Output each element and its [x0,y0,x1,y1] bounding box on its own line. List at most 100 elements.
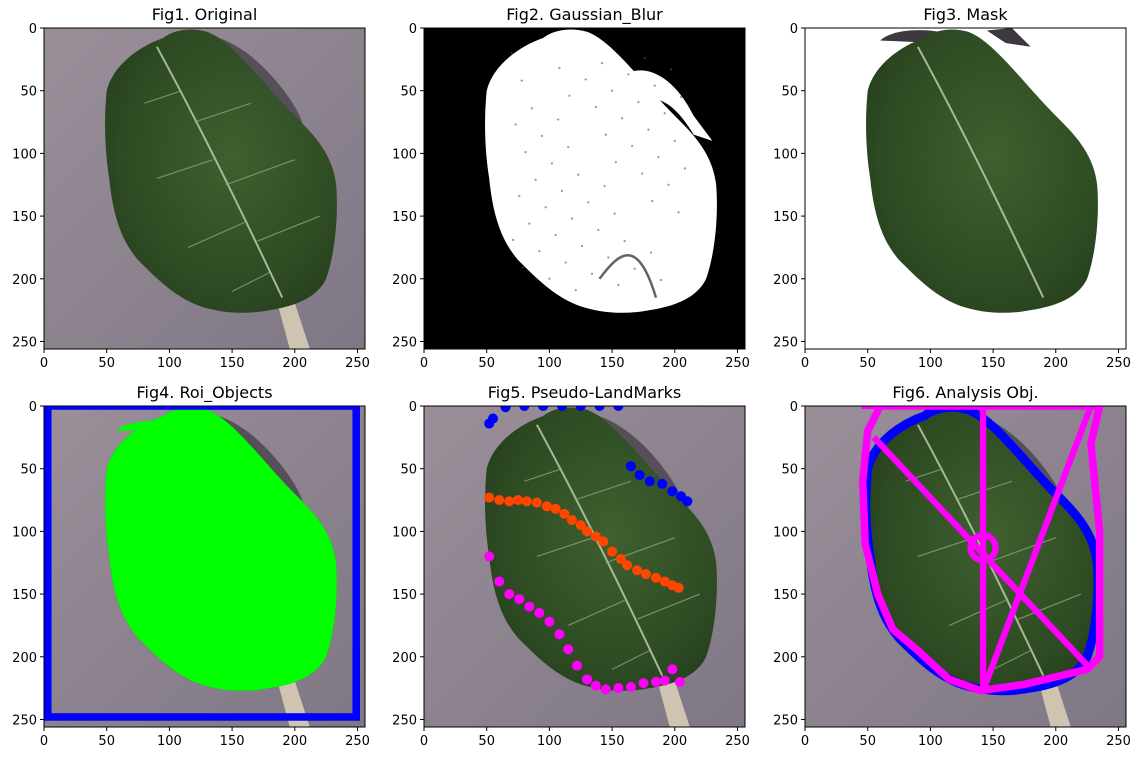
binary-speckle [557,118,560,121]
x-tick-label: 250 [345,734,370,749]
top-landmark [487,413,498,424]
leaf-vein [256,215,321,242]
binary-speckle [584,78,587,81]
x-tick-label: 150 [981,356,1006,371]
y-tick-label: 50 [781,463,798,478]
mask-shadow-fragment [986,28,1031,47]
binary-speckle [627,73,630,76]
x-tick-label: 200 [662,734,687,749]
panel-title: Fig4. Roi_Objects [136,383,272,403]
binary-speckle [683,167,686,170]
y-tick-label: 200 [773,273,798,288]
x-tick-label: 50 [859,356,876,371]
y-tick-label: 50 [400,463,417,478]
bottom-landmark [581,674,593,685]
y-tick-label: 250 [12,713,37,728]
binary-speckle [669,68,673,71]
binary-speckle [568,94,571,97]
binary-speckle [510,51,513,55]
bottom-landmark [544,616,555,627]
leaf-vein [574,480,632,501]
top-landmark [594,406,605,412]
panel-image [424,406,745,727]
binary-speckle [567,145,570,149]
y-tick-label: 250 [773,713,798,728]
binary-speckle [631,144,634,147]
leaf-vein [194,102,252,123]
y-tick-label: 250 [392,713,417,728]
middle-landmark [521,496,532,507]
bottom-landmark [659,675,670,686]
y-tick-label: 50 [20,463,37,478]
x-tick-label: 50 [98,734,115,749]
binary-speckle [520,79,523,82]
y-tick-label: 100 [12,525,37,540]
binary-speckle [570,217,574,220]
axes-frame [43,405,366,728]
leaf-vein [948,599,1006,626]
binary-speckle [617,283,620,287]
binary-speckle [514,123,517,126]
binary-speckle [530,107,533,110]
binary-speckle [511,238,515,242]
top-landmark [657,478,668,489]
leaf-midrib [155,46,284,299]
binary-speckle [524,151,527,154]
leaf-vein [1017,593,1082,620]
leaf-vein [986,537,1056,564]
leaf-vein [611,650,650,670]
panel-image [805,406,1126,727]
bottom-landmark [650,676,661,687]
binary-speckle [597,228,600,232]
y-tick-label: 50 [400,85,417,100]
bottom-landmark [524,601,535,612]
binary-speckle [604,133,607,136]
leaf-vein [524,468,563,482]
y-tick-label: 0 [409,400,417,415]
binary-speckle [659,278,663,282]
y-tick-label: 100 [12,147,37,162]
leaf-stem [655,673,690,727]
panel-image [44,406,365,727]
binary-speckle [534,178,537,181]
panel-6: Fig6. Analysis Obj.0 50 100 150 200 250050100… [773,383,1131,749]
y-tick-label: 200 [392,273,417,288]
panel-title: Fig6. Analysis Obj. [892,383,1038,402]
binary-speckle [651,199,654,203]
binary-speckle [673,139,676,142]
bottom-landmark [554,629,565,640]
bottom-landmark [600,684,611,695]
binary-speckle [649,251,653,254]
x-tick-label: 250 [1106,734,1131,749]
binary-speckle [643,56,646,60]
binary-speckle [540,134,543,137]
top-landmark [500,406,511,413]
axes-frame [804,405,1127,728]
leaf-vein [536,537,594,558]
bottom-landmark [667,664,678,675]
x-tick-label: 50 [98,356,115,371]
x-tick-label: 100 [918,734,943,749]
x-tick-label: 50 [859,734,876,749]
y-tick-label: 100 [392,525,417,540]
x-tick-label: 0 [420,356,428,371]
binary-shadow-region [630,70,713,141]
leaf-vein [187,221,245,248]
y-tick-label: 200 [12,273,37,288]
y-tick-label: 0 [409,22,417,37]
binary-speckle [594,105,597,109]
binary-speckle [577,173,580,176]
y-tick-label: 150 [12,210,37,225]
panel-title: Fig5. Pseudo-LandMarks [488,383,682,402]
leaf-vein [567,599,625,626]
x-tick-label: 200 [1043,356,1068,371]
binary-speckle [620,117,624,120]
y-tick-label: 0 [790,400,798,415]
bottom-landmark [534,607,545,618]
analysis-line [980,406,1094,692]
leaf-stem [275,295,310,349]
x-tick-label: 250 [725,734,750,749]
binary-speckle [623,240,626,243]
